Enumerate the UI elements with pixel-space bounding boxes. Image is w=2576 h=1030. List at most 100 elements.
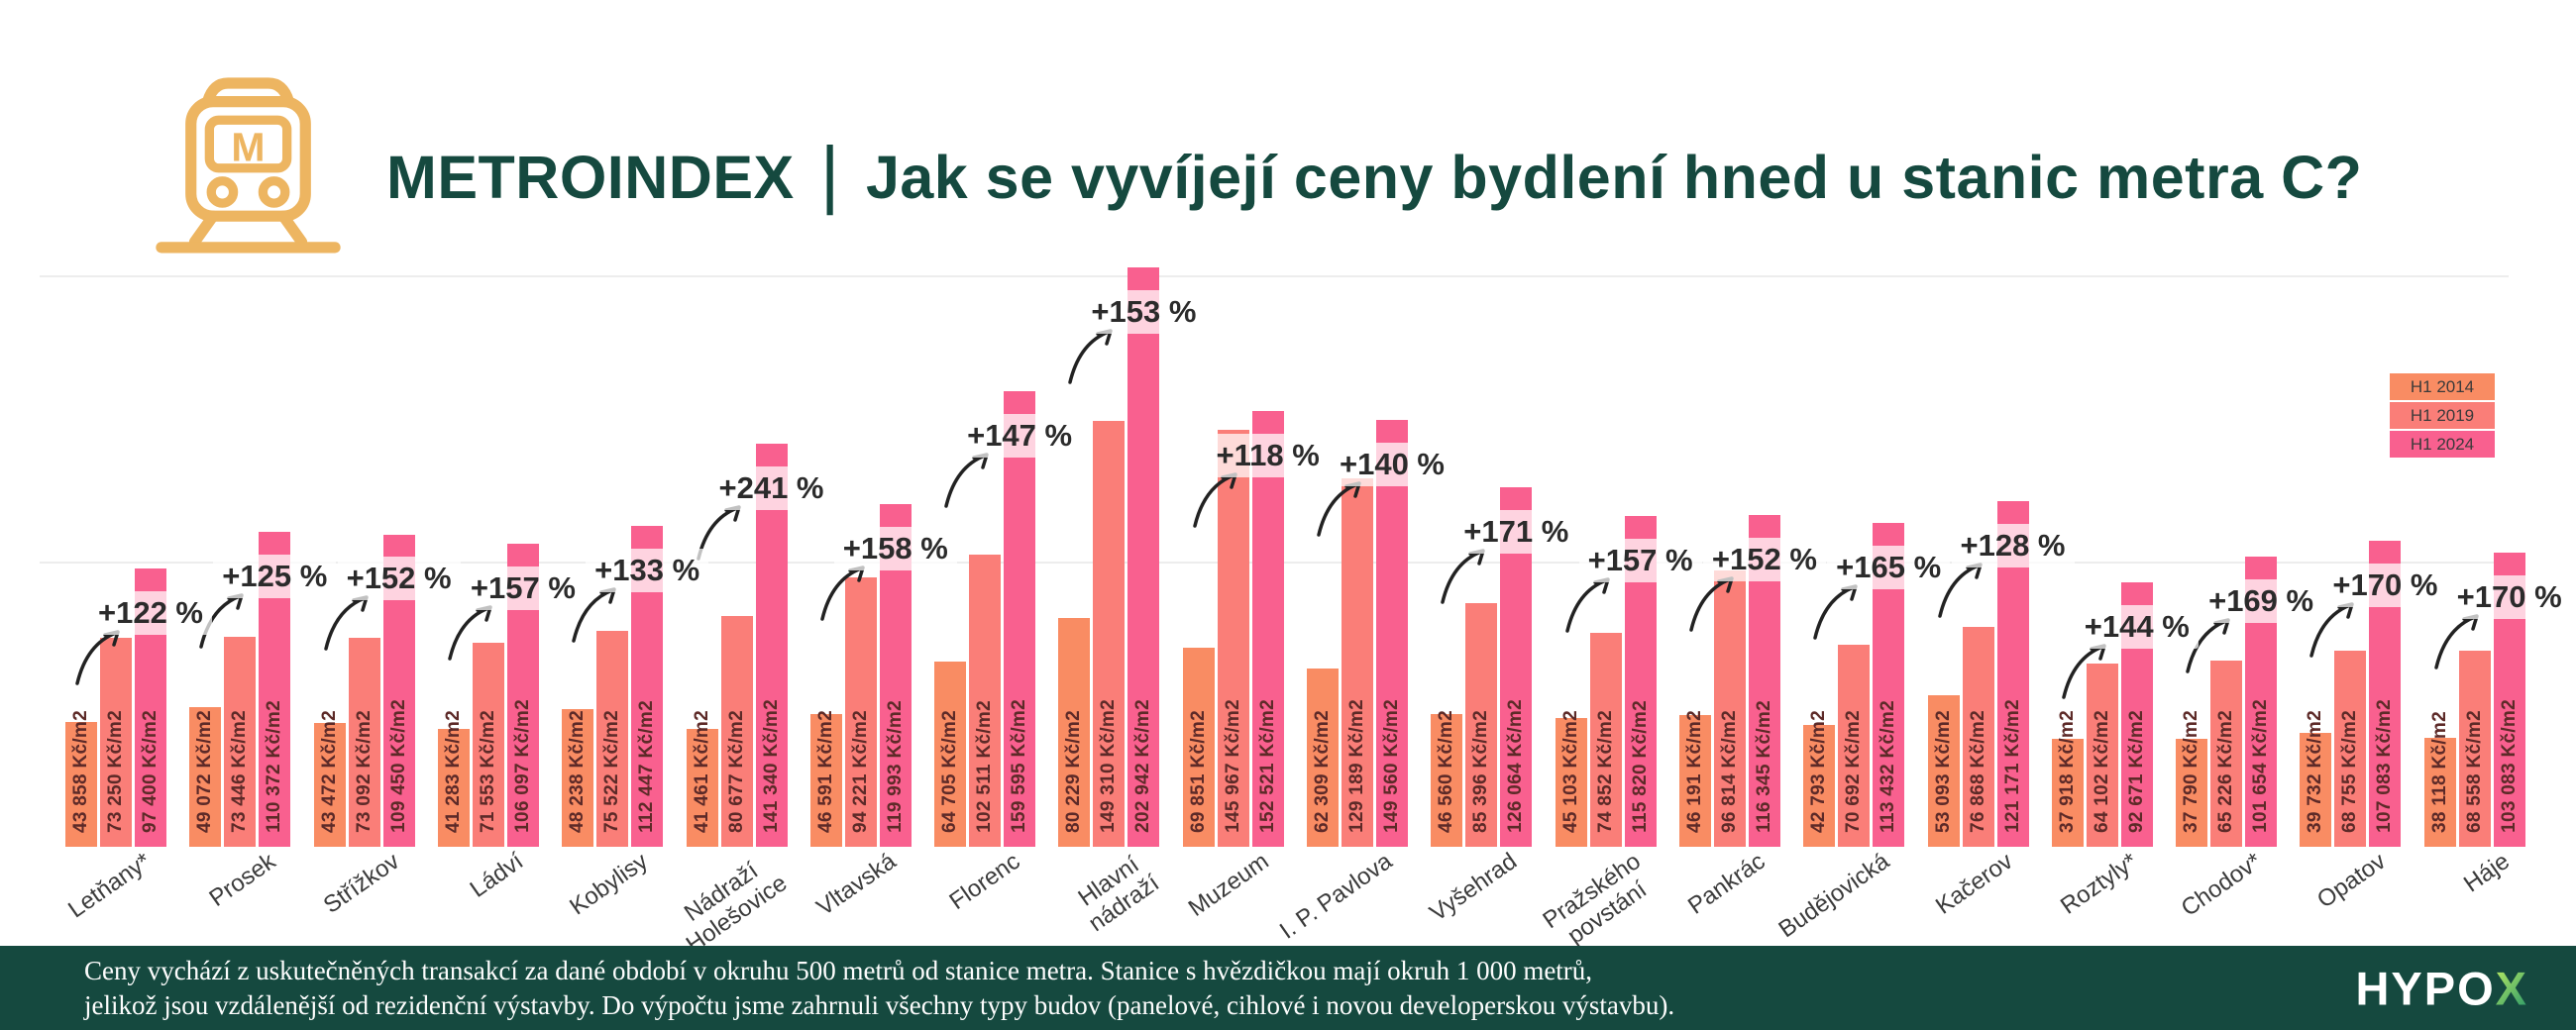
train-light-left — [206, 176, 239, 208]
bar-h1-2014: 46 560 Kč/m2 — [1431, 710, 1463, 847]
growth-label: +170 % — [2447, 574, 2571, 619]
bar-h1-2024: 202 942 Kč/m2 — [1127, 267, 1160, 847]
footer-bar: Ceny vychází z uskutečněných transakcí z… — [0, 946, 2576, 1030]
bar-h1-2014: 45 103 Kč/m2 — [1555, 710, 1587, 847]
bar-value-label: 202 942 Kč/m2 — [1132, 699, 1154, 833]
bar-value-label: 115 820 Kč/m2 — [1629, 700, 1651, 833]
growth-arrow-icon — [2062, 644, 2106, 699]
bar-h1-2014: 39 732 Kč/m2 — [2300, 710, 2332, 847]
bar-h1-2019: 64 102 Kč/m2 — [2086, 664, 2118, 847]
station-label: Letňany* — [63, 848, 157, 924]
bar-value-label: 42 793 Kč/m2 — [1808, 709, 1830, 833]
growth-arrow-icon — [1813, 584, 1858, 640]
bar-value-label: 141 340 Kč/m2 — [760, 699, 782, 833]
bar-value-label: 37 790 Kč/m2 — [2181, 709, 2202, 833]
bar-value-label: 152 521 Kč/m2 — [1256, 699, 1278, 833]
station-label: Muzeum — [1183, 848, 1274, 922]
train-roof — [201, 77, 295, 108]
growth-label: +153 % — [1082, 290, 1206, 334]
growth-label: +158 % — [833, 527, 957, 571]
footnote-line-1: Ceny vychází z uskutečněných transakcí z… — [84, 956, 1593, 985]
bar-value-label: 103 083 Kč/m2 — [2498, 699, 2520, 833]
bar-h1-2014: 38 118 Kč/m2 — [2423, 711, 2456, 847]
legend-item-h1-2019: H1 2019 — [2390, 402, 2495, 429]
growth-label: +140 % — [1330, 442, 1454, 486]
logo-text-white: HYPO — [2355, 962, 2496, 1014]
bar-value-label: 149 310 Kč/m2 — [1098, 699, 1120, 833]
bar-value-label: 62 309 Kč/m2 — [1312, 709, 1333, 833]
bar-value-label: 64 102 Kč/m2 — [2091, 709, 2112, 833]
growth-label: +170 % — [2323, 564, 2447, 608]
bar-h1-2019: 96 814 Kč/m2 — [1713, 569, 1746, 847]
bar-value-label: 129 189 Kč/m2 — [1346, 699, 1367, 833]
bar-value-label: 106 097 Kč/m2 — [511, 699, 533, 833]
bar-h1-2019: 68 755 Kč/m2 — [2334, 650, 2367, 847]
growth-label: +128 % — [1951, 523, 2075, 567]
growth-label: +152 % — [1702, 537, 1826, 581]
bar-value-label: 159 595 Kč/m2 — [1009, 699, 1030, 833]
growth-label: +169 % — [2200, 578, 2323, 623]
growth-arrow-icon — [1441, 548, 1486, 604]
legend: H1 2014 H1 2019 H1 2024 — [2390, 373, 2495, 460]
growth-label: +157 % — [461, 566, 585, 611]
bar-value-label: 49 072 Kč/m2 — [194, 709, 216, 833]
station-label: Roztyly* — [2055, 848, 2143, 920]
bar-value-label: 41 461 Kč/m2 — [691, 709, 712, 833]
bar-value-label: 68 558 Kč/m2 — [2463, 709, 2485, 833]
legend-item-h1-2014: H1 2014 — [2390, 373, 2495, 400]
bar-value-label: 53 093 Kč/m2 — [1932, 709, 1954, 833]
station-label: I. P. Pavlova — [1275, 848, 1398, 945]
bar-h1-2014: 49 072 Kč/m2 — [189, 706, 222, 847]
bar-value-label: 39 732 Kč/m2 — [2305, 709, 2326, 833]
bar-h1-2024: 149 560 Kč/m2 — [1376, 419, 1408, 847]
growth-label: +144 % — [2075, 604, 2199, 649]
bar-h1-2014: 53 093 Kč/m2 — [1927, 694, 1960, 847]
bar-value-label: 46 560 Kč/m2 — [1436, 709, 1457, 833]
bar-value-label: 102 511 Kč/m2 — [974, 700, 996, 833]
bar-value-label: 41 283 Kč/m2 — [442, 709, 464, 833]
bar-value-label: 37 918 Kč/m2 — [2056, 709, 2078, 833]
bar-h1-2019: 80 677 Kč/m2 — [720, 616, 753, 847]
growth-arrow-icon — [75, 630, 120, 685]
bar-value-label: 116 345 Kč/m2 — [1753, 700, 1774, 833]
bar-h1-2019: 76 868 Kč/m2 — [1962, 627, 1994, 847]
bar-value-label: 73 446 Kč/m2 — [229, 709, 251, 833]
bar-h1-2019: 102 511 Kč/m2 — [969, 554, 1002, 847]
growth-arrow-icon — [448, 605, 492, 661]
station-label: Střížkov — [318, 848, 405, 919]
logo-text-green-x: X — [2495, 962, 2528, 1014]
station-label: Ládví — [465, 848, 529, 903]
growth-arrow-icon — [820, 566, 865, 621]
bar-value-label: 71 553 Kč/m2 — [477, 709, 498, 833]
bar-value-label: 65 226 Kč/m2 — [2215, 709, 2237, 833]
bar-h1-2019: 75 522 Kč/m2 — [596, 631, 629, 847]
bar-h1-2014: 62 309 Kč/m2 — [1307, 669, 1339, 847]
bar-value-label: 69 851 Kč/m2 — [1187, 709, 1209, 833]
bar-h1-2014: 42 793 Kč/m2 — [1803, 710, 1836, 847]
growth-arrow-icon — [944, 453, 989, 508]
bar-h1-2019: 71 553 Kč/m2 — [472, 642, 504, 847]
legend-item-h1-2024: H1 2024 — [2390, 431, 2495, 458]
station-label: Nádraží Holešovice — [679, 857, 793, 959]
bar-value-label: 73 250 Kč/m2 — [105, 709, 126, 833]
bar-h1-2014: 64 705 Kč/m2 — [934, 662, 967, 847]
bar-h1-2019: 68 558 Kč/m2 — [2458, 651, 2491, 847]
bar-h1-2014: 46 591 Kč/m2 — [809, 710, 842, 847]
gridline-200000 — [40, 275, 2509, 278]
bar-value-label: 80 229 Kč/m2 — [1063, 709, 1085, 833]
bar-value-label: 74 852 Kč/m2 — [1594, 709, 1616, 833]
bar-h1-2014: 46 191 Kč/m2 — [1678, 710, 1711, 847]
bar-h1-2014: 37 918 Kč/m2 — [2051, 710, 2084, 847]
metro-train-icon: M — [156, 77, 341, 254]
bar-h1-2019: 73 446 Kč/m2 — [224, 637, 257, 847]
bar-h1-2014: 37 790 Kč/m2 — [2176, 710, 2208, 847]
bar-h1-2014: 41 461 Kč/m2 — [686, 710, 718, 847]
bar-h1-2019: 65 226 Kč/m2 — [2210, 660, 2243, 847]
title-question: Jak se vyvíjejí ceny bydlení hned u stan… — [865, 144, 2363, 211]
bar-h1-2024: 141 340 Kč/m2 — [755, 443, 788, 847]
station-label: Prosek — [204, 848, 280, 912]
growth-arrow-icon — [2433, 614, 2479, 670]
bar-h1-2014: 80 229 Kč/m2 — [1058, 617, 1091, 847]
